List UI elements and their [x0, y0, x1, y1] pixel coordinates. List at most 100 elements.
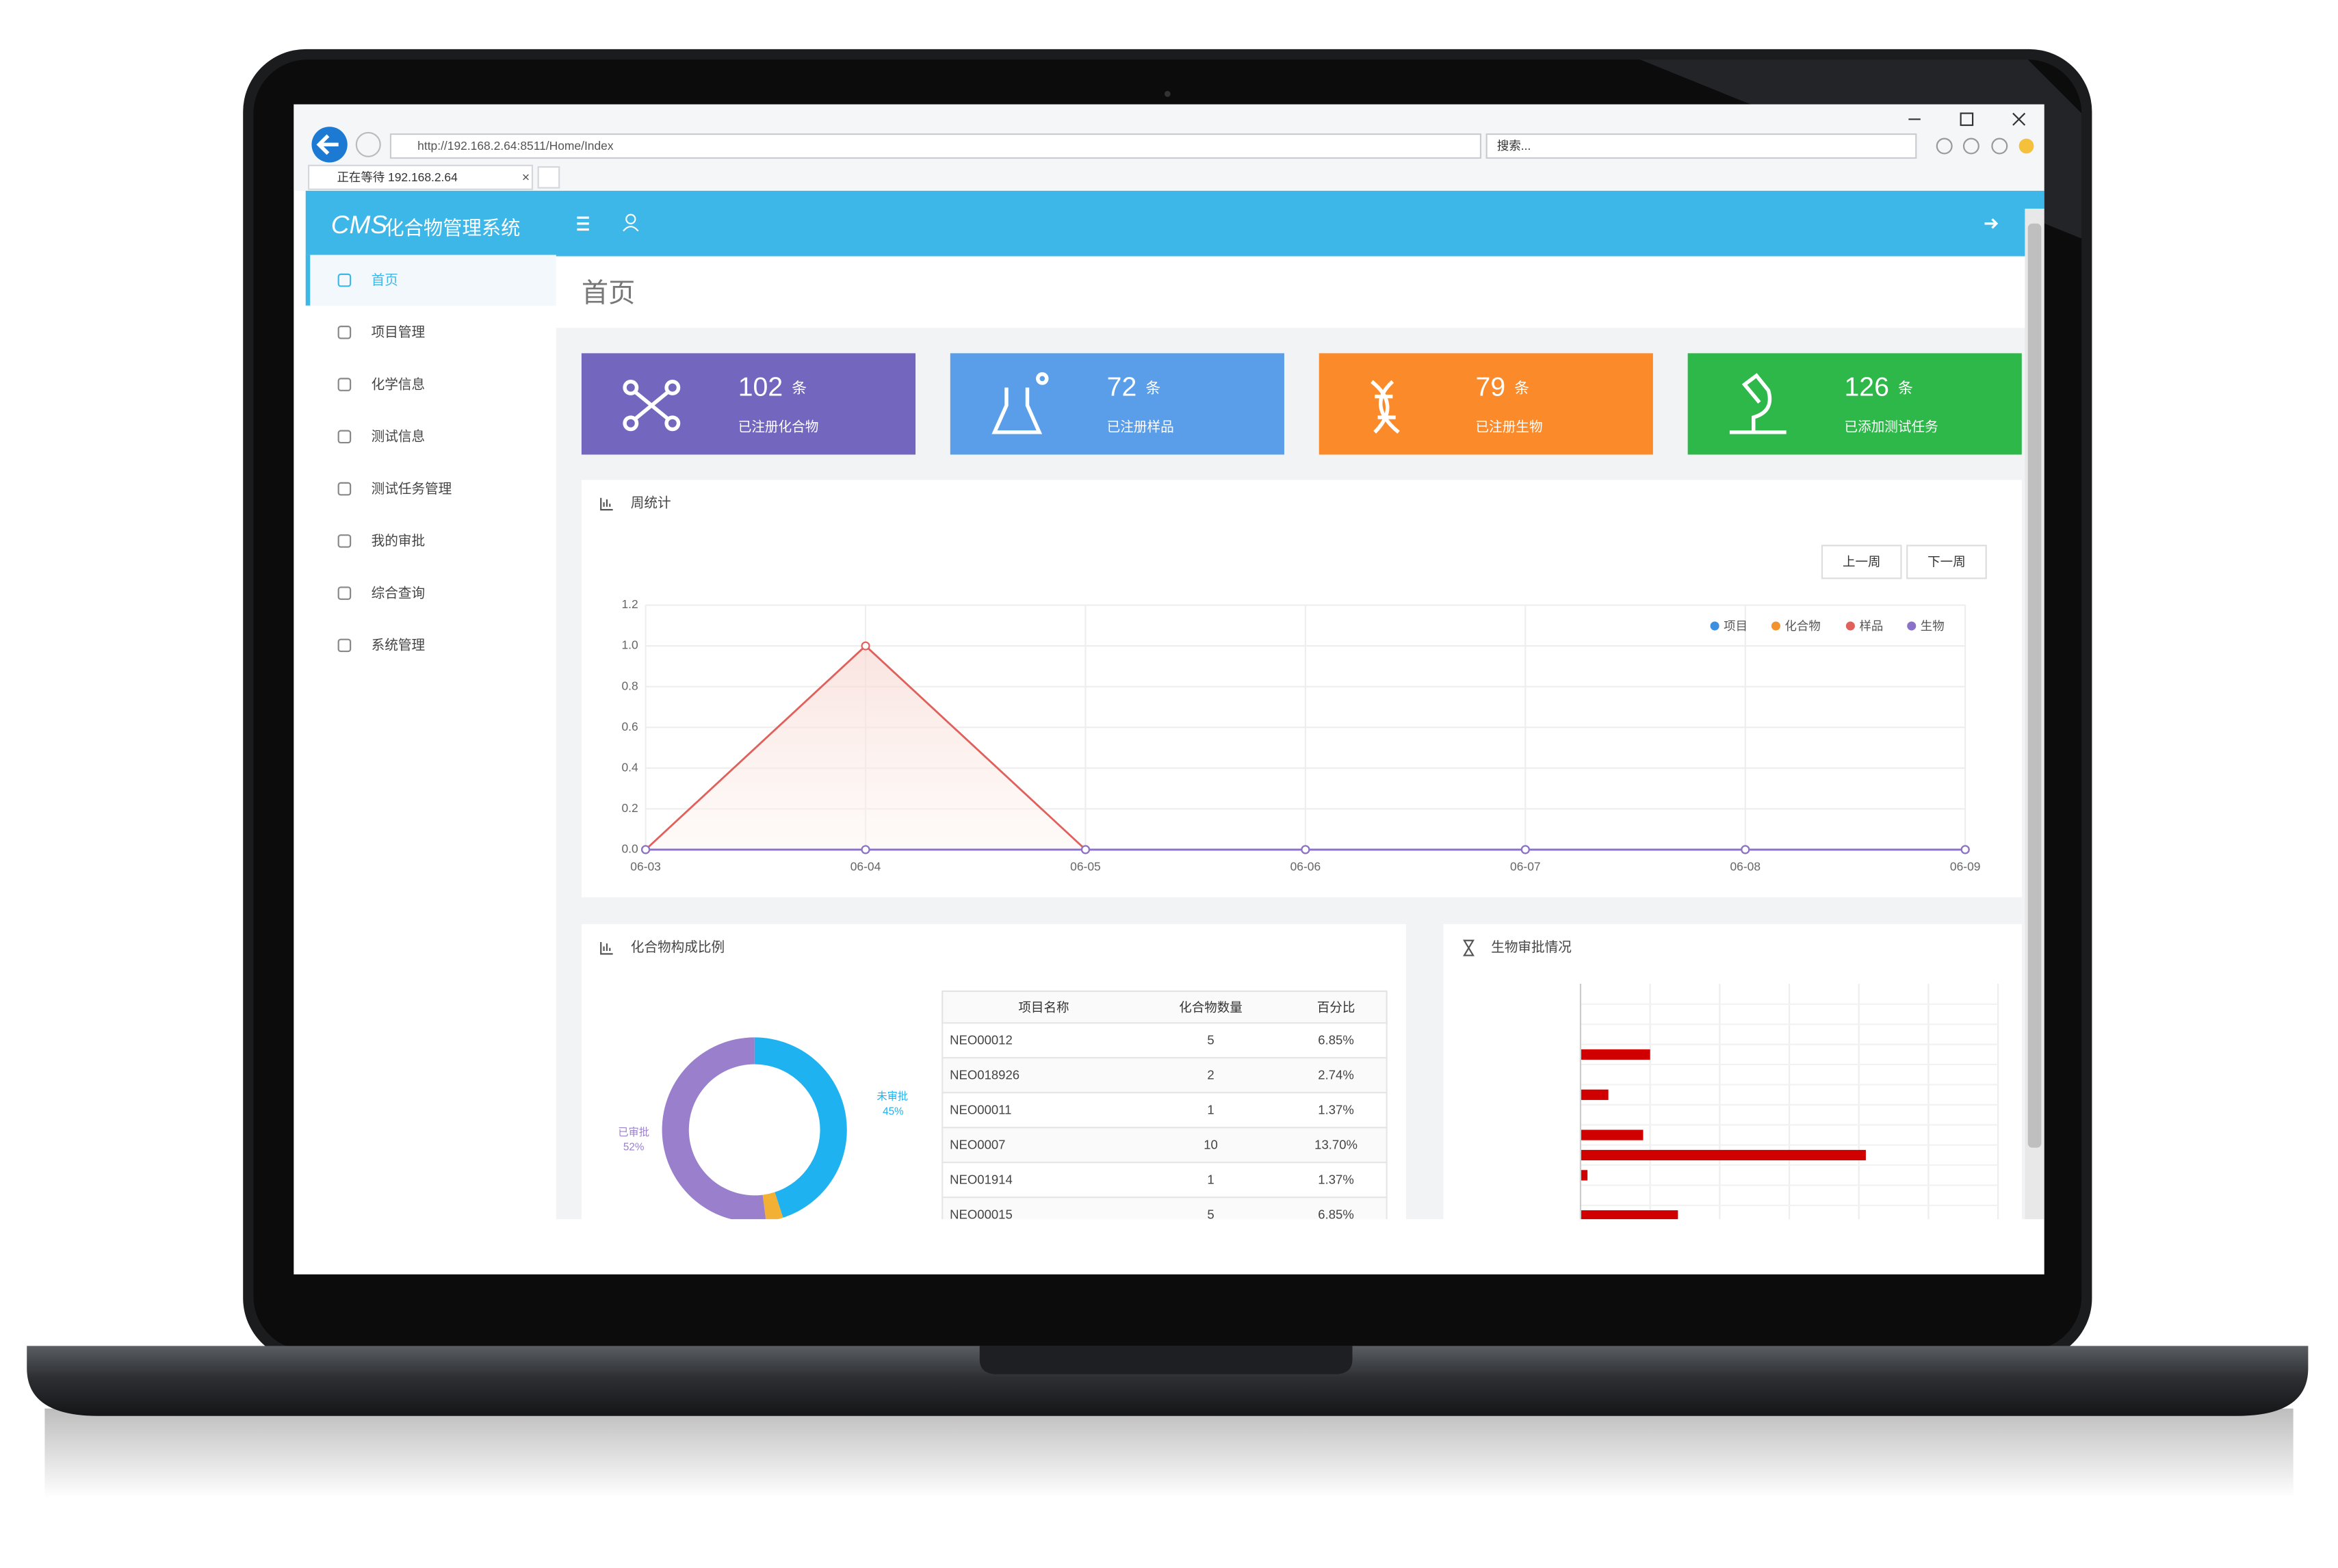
menu-active-bar — [305, 254, 311, 306]
new-tab[interactable] — [537, 166, 560, 189]
menu-item[interactable]: 首页 — [372, 273, 398, 288]
card-unit: 条 — [1514, 379, 1529, 396]
donut-slice — [754, 1037, 847, 1218]
bar — [1580, 1149, 1866, 1161]
close[interactable] — [2012, 112, 2026, 126]
stat-card[interactable] — [1319, 353, 1653, 455]
menu-icon — [337, 638, 352, 653]
menu-item[interactable]: 综合查询 — [372, 586, 425, 601]
table-cell: 5 — [1207, 1207, 1214, 1222]
menu-item[interactable]: 化学信息 — [372, 377, 425, 392]
y-tick-label: 0.4 — [621, 760, 638, 774]
table-cell: NEO018926 — [950, 1068, 1019, 1082]
card-number: 72 条 — [1107, 372, 1160, 402]
menu-item[interactable]: 测试任务管理 — [372, 482, 452, 497]
table-cell: 13.70% — [1314, 1138, 1358, 1152]
page-header — [556, 256, 2025, 328]
card-value: 72 — [1107, 372, 1137, 402]
point — [1301, 845, 1310, 854]
hourglass-icon — [1463, 939, 1475, 956]
table-cell: 2 — [1207, 1068, 1214, 1082]
table-cell: NEO00012 — [950, 1033, 1013, 1047]
menu-icon — [337, 273, 352, 287]
point — [1080, 845, 1091, 854]
table-row — [941, 1127, 1388, 1164]
legend-swatch — [1710, 621, 1719, 631]
table-cell: 1 — [1207, 1103, 1214, 1117]
slice-label: 已审批 — [618, 1127, 649, 1138]
legend-label[interactable]: 项目 — [1724, 619, 1748, 633]
legend-label[interactable]: 样品 — [1859, 619, 1883, 633]
smiley-icon[interactable] — [2018, 138, 2034, 154]
user-icon[interactable] — [625, 213, 636, 224]
search-box[interactable] — [1485, 133, 1917, 159]
menu-toggle[interactable] — [577, 216, 589, 231]
button[interactable] — [1906, 545, 1987, 579]
table-header — [941, 990, 1388, 1025]
menu-active-bg — [305, 254, 556, 306]
stat-card[interactable] — [581, 353, 916, 455]
scroll-thumb[interactable] — [2027, 223, 2042, 1148]
legend-label[interactable]: 生物 — [1921, 619, 1945, 633]
stat-card[interactable] — [950, 353, 1284, 455]
table-cell: NEO0007 — [950, 1138, 1005, 1152]
app-title: 化合物管理系统 — [385, 218, 520, 239]
menu-item[interactable]: 系统管理 — [372, 638, 425, 653]
stat-card[interactable] — [1687, 353, 2022, 455]
home-icon[interactable] — [1936, 138, 1953, 155]
point — [1520, 845, 1530, 854]
x-tick-label: 06-03 — [630, 860, 661, 874]
sidebar — [305, 256, 556, 1220]
chart-icon — [600, 941, 613, 955]
button-label: 上一周 — [1843, 554, 1881, 569]
card-value: 79 — [1476, 372, 1506, 402]
tab[interactable] — [308, 164, 534, 190]
button[interactable] — [1821, 545, 1902, 579]
panel-title: 周统计 — [631, 496, 671, 511]
x-tick-label: 06-05 — [1070, 860, 1101, 874]
table-cell: 5 — [1207, 1033, 1214, 1047]
x-tick-label: 06-09 — [1950, 860, 1981, 874]
logout[interactable] — [1984, 218, 1999, 229]
table-cell: NEO00015 — [950, 1207, 1013, 1222]
bar-panel — [1443, 924, 2023, 1220]
y-tick-label: 0.0 — [621, 841, 638, 855]
point — [641, 845, 651, 854]
screen-content: http://192.168.2.64:8511/Home/Index 搜索..… — [294, 104, 2044, 1222]
table-row — [941, 1162, 1388, 1199]
y-tick-label: 1.0 — [621, 638, 638, 652]
card-label: 已注册化合物 — [738, 419, 819, 434]
menu-icon — [337, 482, 352, 496]
y-tick-label: 0.6 — [621, 720, 638, 733]
menu-icon — [337, 326, 352, 339]
card-value: 102 — [738, 372, 783, 402]
column-header: 百分比 — [1317, 1000, 1355, 1015]
gear-icon[interactable] — [1991, 138, 2008, 155]
shadow — [44, 1408, 2294, 1498]
table-cell: 6.85% — [1318, 1207, 1354, 1222]
legend-label[interactable]: 化合物 — [1785, 619, 1821, 633]
user-icon-body — [623, 226, 639, 232]
point — [1741, 845, 1750, 854]
menu-item[interactable]: 我的审批 — [372, 534, 425, 549]
star-icon[interactable] — [1962, 138, 1979, 155]
legend-swatch — [1907, 621, 1917, 631]
address-bar[interactable] — [389, 133, 1482, 159]
point — [1960, 845, 1970, 854]
table-cell: 2.74% — [1318, 1068, 1354, 1082]
forward-button[interactable] — [355, 131, 381, 157]
table-row — [941, 1197, 1388, 1220]
menu-item[interactable]: 项目管理 — [372, 325, 425, 340]
page-title: 首页 — [582, 278, 635, 309]
point — [861, 641, 870, 651]
slice-value: 52% — [623, 1142, 645, 1153]
app-header — [305, 190, 2044, 257]
maximize[interactable] — [1960, 112, 1974, 127]
card-label: 已注册样品 — [1107, 419, 1174, 434]
card-icons — [623, 372, 1787, 434]
donut-slice — [662, 1037, 766, 1220]
tab-close[interactable]: × — [522, 170, 530, 185]
menu-item[interactable]: 测试信息 — [372, 430, 425, 445]
